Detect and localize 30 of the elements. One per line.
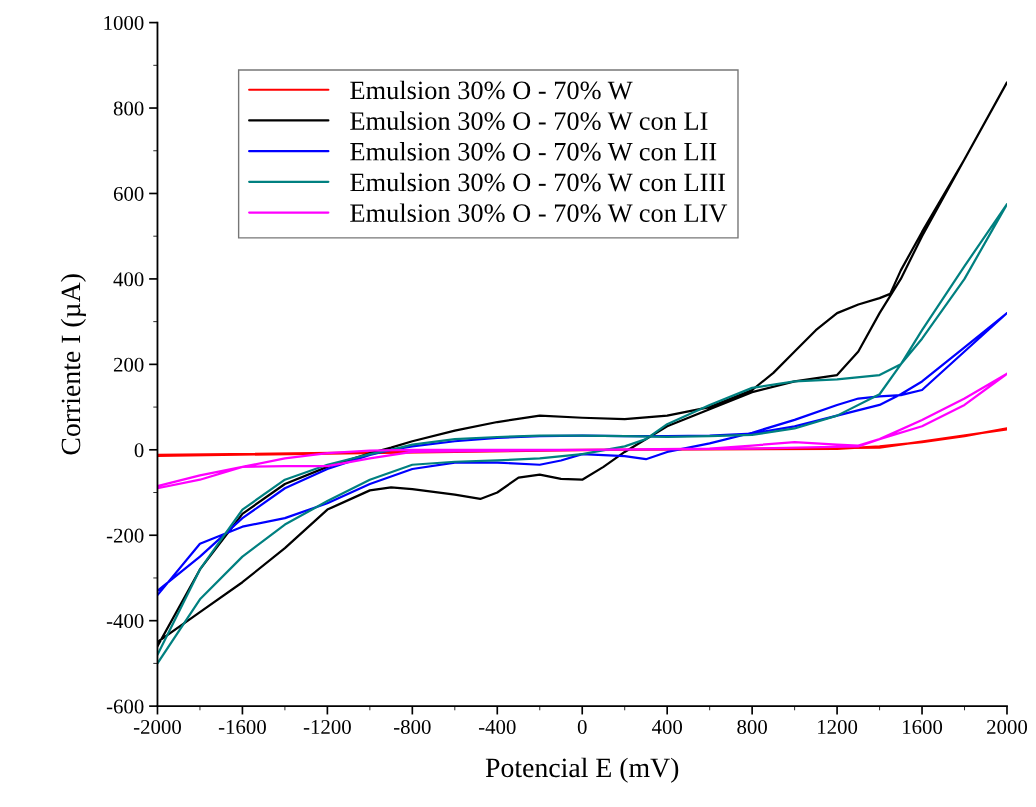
x-tick-label: 400	[651, 719, 683, 734]
y-tick-label: 1000	[104, 15, 144, 31]
x-tick-label: 1600	[903, 719, 943, 734]
y-tick-label: -400	[106, 614, 144, 629]
x-tick-label: 800	[737, 719, 767, 734]
y-tick-label: 200	[113, 357, 144, 372]
x-tick-label: -1200	[303, 719, 351, 734]
legend-label: Emulsion 30% O - 70% W	[350, 80, 633, 100]
y-tick-label: -200	[106, 528, 144, 543]
x-tick-label: 1200	[818, 719, 858, 734]
line-series	[157, 311, 1007, 597]
line-series	[157, 203, 1007, 665]
legend-label: Emulsion 30% O - 70% W con LIII	[350, 172, 726, 192]
y-tick-label: 800	[113, 101, 144, 116]
x-tick-label: 2000	[987, 719, 1028, 734]
x-tick-label: -1600	[218, 719, 266, 734]
y-tick-label: 400	[113, 272, 144, 287]
legend-label: Emulsion 30% O - 70% W con LII	[350, 142, 717, 161]
y-axis-title: Corriente I (µA)	[60, 274, 86, 455]
y-tick-label: -600	[106, 699, 144, 714]
x-tick-label: -2000	[133, 719, 181, 734]
line-series	[157, 372, 1007, 490]
x-axis-title: Potencial E (mV)	[485, 757, 679, 783]
y-tick-label: 0	[134, 443, 144, 458]
y-tick-label: 600	[113, 186, 144, 201]
legend-label: Emulsion 30% O - 70% W con LIV	[350, 203, 728, 223]
x-tick-label: -400	[478, 719, 516, 734]
x-tick-label: 0	[577, 719, 587, 734]
legend-label: Emulsion 30% O - 70% W con LI	[350, 111, 708, 131]
x-tick-label: -800	[394, 719, 431, 734]
